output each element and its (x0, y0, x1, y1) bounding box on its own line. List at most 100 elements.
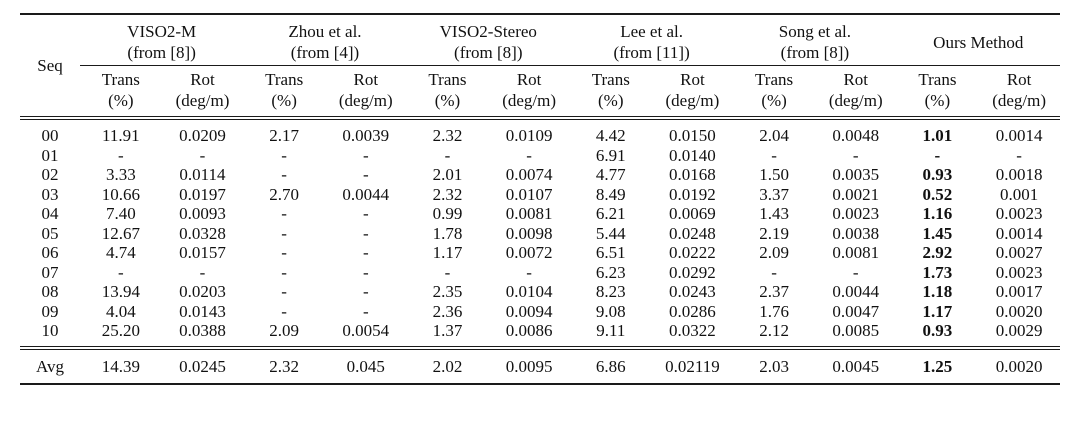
sequence-cell: 03 (41, 184, 59, 204)
value-cell: 1.43 (759, 204, 789, 223)
trans-subheader: Trans (%) (406, 65, 489, 120)
table-row: 05 12.67 0.0328 - - 1.78 0.0098 5.44 0.0248 2.19 0… (20, 224, 1060, 244)
trans-subheader: Trans (%) (569, 65, 652, 120)
value-cell: - (771, 145, 777, 165)
average-value-cell: 6.86 (595, 356, 626, 376)
rot-subheader-unit: (deg/m) (175, 91, 230, 110)
sequence-cell: 04 (41, 204, 59, 223)
value-cell: - (281, 223, 287, 243)
value-cell: 1.17 (922, 301, 953, 321)
value-cell: 12.67 (101, 223, 140, 243)
value-cell: - (281, 282, 287, 301)
sequence-cell: 08 (41, 282, 59, 301)
rot-subheader: Rot (deg/m) (324, 65, 407, 120)
value-cell: 1.50 (759, 165, 789, 184)
method-citation: (from [4]) (290, 43, 360, 62)
value-cell: 5.44 (595, 223, 626, 243)
value-cell: 0.0388 (161, 321, 244, 350)
method-name: Ours Method (933, 33, 1024, 52)
trans-subheader-unit: (%) (761, 91, 787, 110)
value-cell: 0.001 (999, 184, 1039, 204)
value-cell: 0.0018 (995, 165, 1043, 184)
value-cell: 0.0168 (669, 165, 716, 184)
rot-subheader: Rot (deg/m) (161, 65, 244, 120)
rot-subheader-unit: (deg/m) (828, 91, 883, 110)
trans-subheader-unit: (%) (924, 91, 951, 110)
value-cell: 3.37 (759, 184, 789, 204)
method-citation: (from [8]) (780, 43, 850, 62)
value-cell: 2.09 (243, 321, 325, 350)
value-cell: 0.0023 (995, 204, 1043, 223)
value-cell: 7.40 (105, 204, 136, 223)
average-value-cell: 2.02 (432, 356, 463, 376)
average-value-cell: 0.0095 (505, 356, 553, 376)
rot-subheader-unit: (deg/m) (665, 91, 720, 110)
trans-subheader-unit: (%) (271, 91, 297, 110)
method-group-header: VISO2-M (from [8]) (80, 14, 244, 66)
sequence-cell: 05 (41, 223, 59, 243)
seq-column-header: Seq (20, 14, 80, 120)
value-cell: - (362, 301, 369, 321)
average-value-cell: 0.045 (346, 356, 385, 376)
sequence-cell: 06 (41, 243, 59, 262)
value-cell: 0.0192 (669, 184, 716, 204)
value-cell: 6.21 (595, 204, 626, 223)
value-cell: - (199, 145, 206, 165)
value-cell: 0.0157 (179, 243, 226, 262)
value-cell: - (362, 145, 369, 165)
value-cell: 0.0020 (995, 301, 1043, 321)
value-cell: 0.0044 (832, 282, 880, 301)
value-cell: 0.0035 (832, 165, 880, 184)
value-cell: 4.42 (595, 126, 626, 145)
table-row: 07 - - - - - - 6.23 0.0292 - - 1.73 0.0023 (20, 263, 1060, 283)
value-cell: 0.0039 (342, 126, 390, 145)
value-cell: 4.04 (105, 301, 136, 321)
value-cell: 8.49 (595, 184, 626, 204)
value-cell: 1.37 (406, 321, 489, 350)
method-group-header: Ours Method (896, 14, 1060, 66)
results-table: Seq VISO2-M (from [8]) Zhou et al. (from [4]… (20, 13, 1060, 385)
value-cell: 9.11 (569, 321, 652, 350)
value-cell: - (362, 223, 369, 243)
rot-subheader-label: Rot (1006, 70, 1032, 89)
average-value-cell: 0.0245 (179, 356, 226, 376)
value-cell: - (444, 145, 451, 165)
value-cell: 1.17 (432, 243, 463, 262)
value-cell: 2.36 (432, 301, 463, 321)
value-cell: 0.93 (922, 165, 953, 184)
method-group-header: Song et al. (from [8]) (733, 14, 897, 66)
table-row: 02 3.33 0.0114 - - 2.01 0.0074 4.77 0.0168 1.50 0.… (20, 165, 1060, 185)
value-cell: 0.93 (896, 321, 979, 350)
value-cell: - (281, 243, 287, 262)
value-cell: 0.99 (432, 204, 463, 223)
value-cell: 1.76 (759, 301, 789, 321)
table-row: 00 11.91 0.0209 2.17 0.0039 2.32 0.0109 4.42 0.0… (20, 118, 1060, 146)
value-cell: 6.91 (595, 145, 626, 165)
value-cell: - (281, 204, 287, 223)
trans-subheader-label: Trans (101, 70, 140, 89)
value-cell: 25.20 (80, 321, 162, 350)
average-value-cell: 1.25 (922, 356, 953, 376)
trans-subheader: Trans (%) (243, 65, 325, 120)
value-cell: - (281, 301, 287, 321)
value-cell: 0.0140 (669, 145, 716, 165)
value-cell: 2.01 (432, 165, 463, 184)
value-cell: - (771, 262, 777, 282)
method-citation: (from [8]) (454, 43, 523, 62)
value-cell: 0.0086 (488, 321, 570, 350)
sequence-cell: 07 (41, 262, 59, 282)
trans-subheader-label: Trans (428, 70, 467, 89)
value-cell: - (281, 145, 287, 165)
trans-subheader-label: Trans (265, 70, 304, 89)
value-cell: 0.0072 (505, 243, 553, 262)
value-cell: - (362, 282, 369, 301)
value-cell: - (362, 262, 369, 282)
value-cell: 0.0081 (505, 204, 553, 223)
value-cell: 1.78 (432, 223, 463, 243)
trans-subheader-label: Trans (755, 70, 794, 89)
table-row: 09 4.04 0.0143 - - 2.36 0.0094 9.08 0.0286 1.76 0.… (20, 302, 1060, 322)
value-cell: 0.0047 (832, 301, 880, 321)
value-cell: 2.17 (269, 126, 300, 145)
value-cell: - (362, 243, 369, 262)
value-cell: 2.32 (432, 126, 463, 145)
